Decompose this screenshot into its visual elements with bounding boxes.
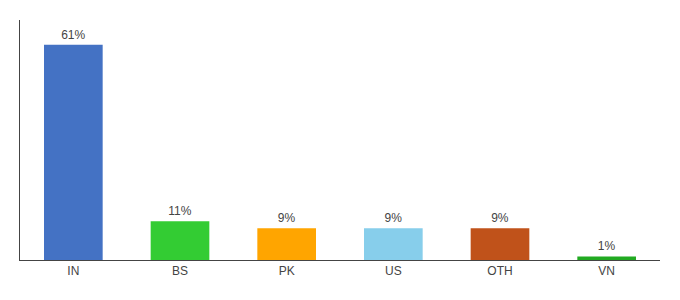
svg-text:IN: IN bbox=[67, 264, 79, 278]
svg-text:US: US bbox=[385, 264, 402, 278]
svg-text:OTH: OTH bbox=[487, 264, 512, 278]
svg-text:BS: BS bbox=[172, 264, 188, 278]
svg-text:PK: PK bbox=[279, 264, 295, 278]
svg-text:61%: 61% bbox=[61, 28, 85, 42]
svg-text:1%: 1% bbox=[598, 239, 616, 253]
svg-text:9%: 9% bbox=[384, 211, 402, 225]
svg-text:11%: 11% bbox=[168, 204, 191, 218]
svg-text:VN: VN bbox=[598, 264, 615, 278]
svg-text:9%: 9% bbox=[491, 211, 509, 225]
svg-text:9%: 9% bbox=[278, 211, 296, 225]
